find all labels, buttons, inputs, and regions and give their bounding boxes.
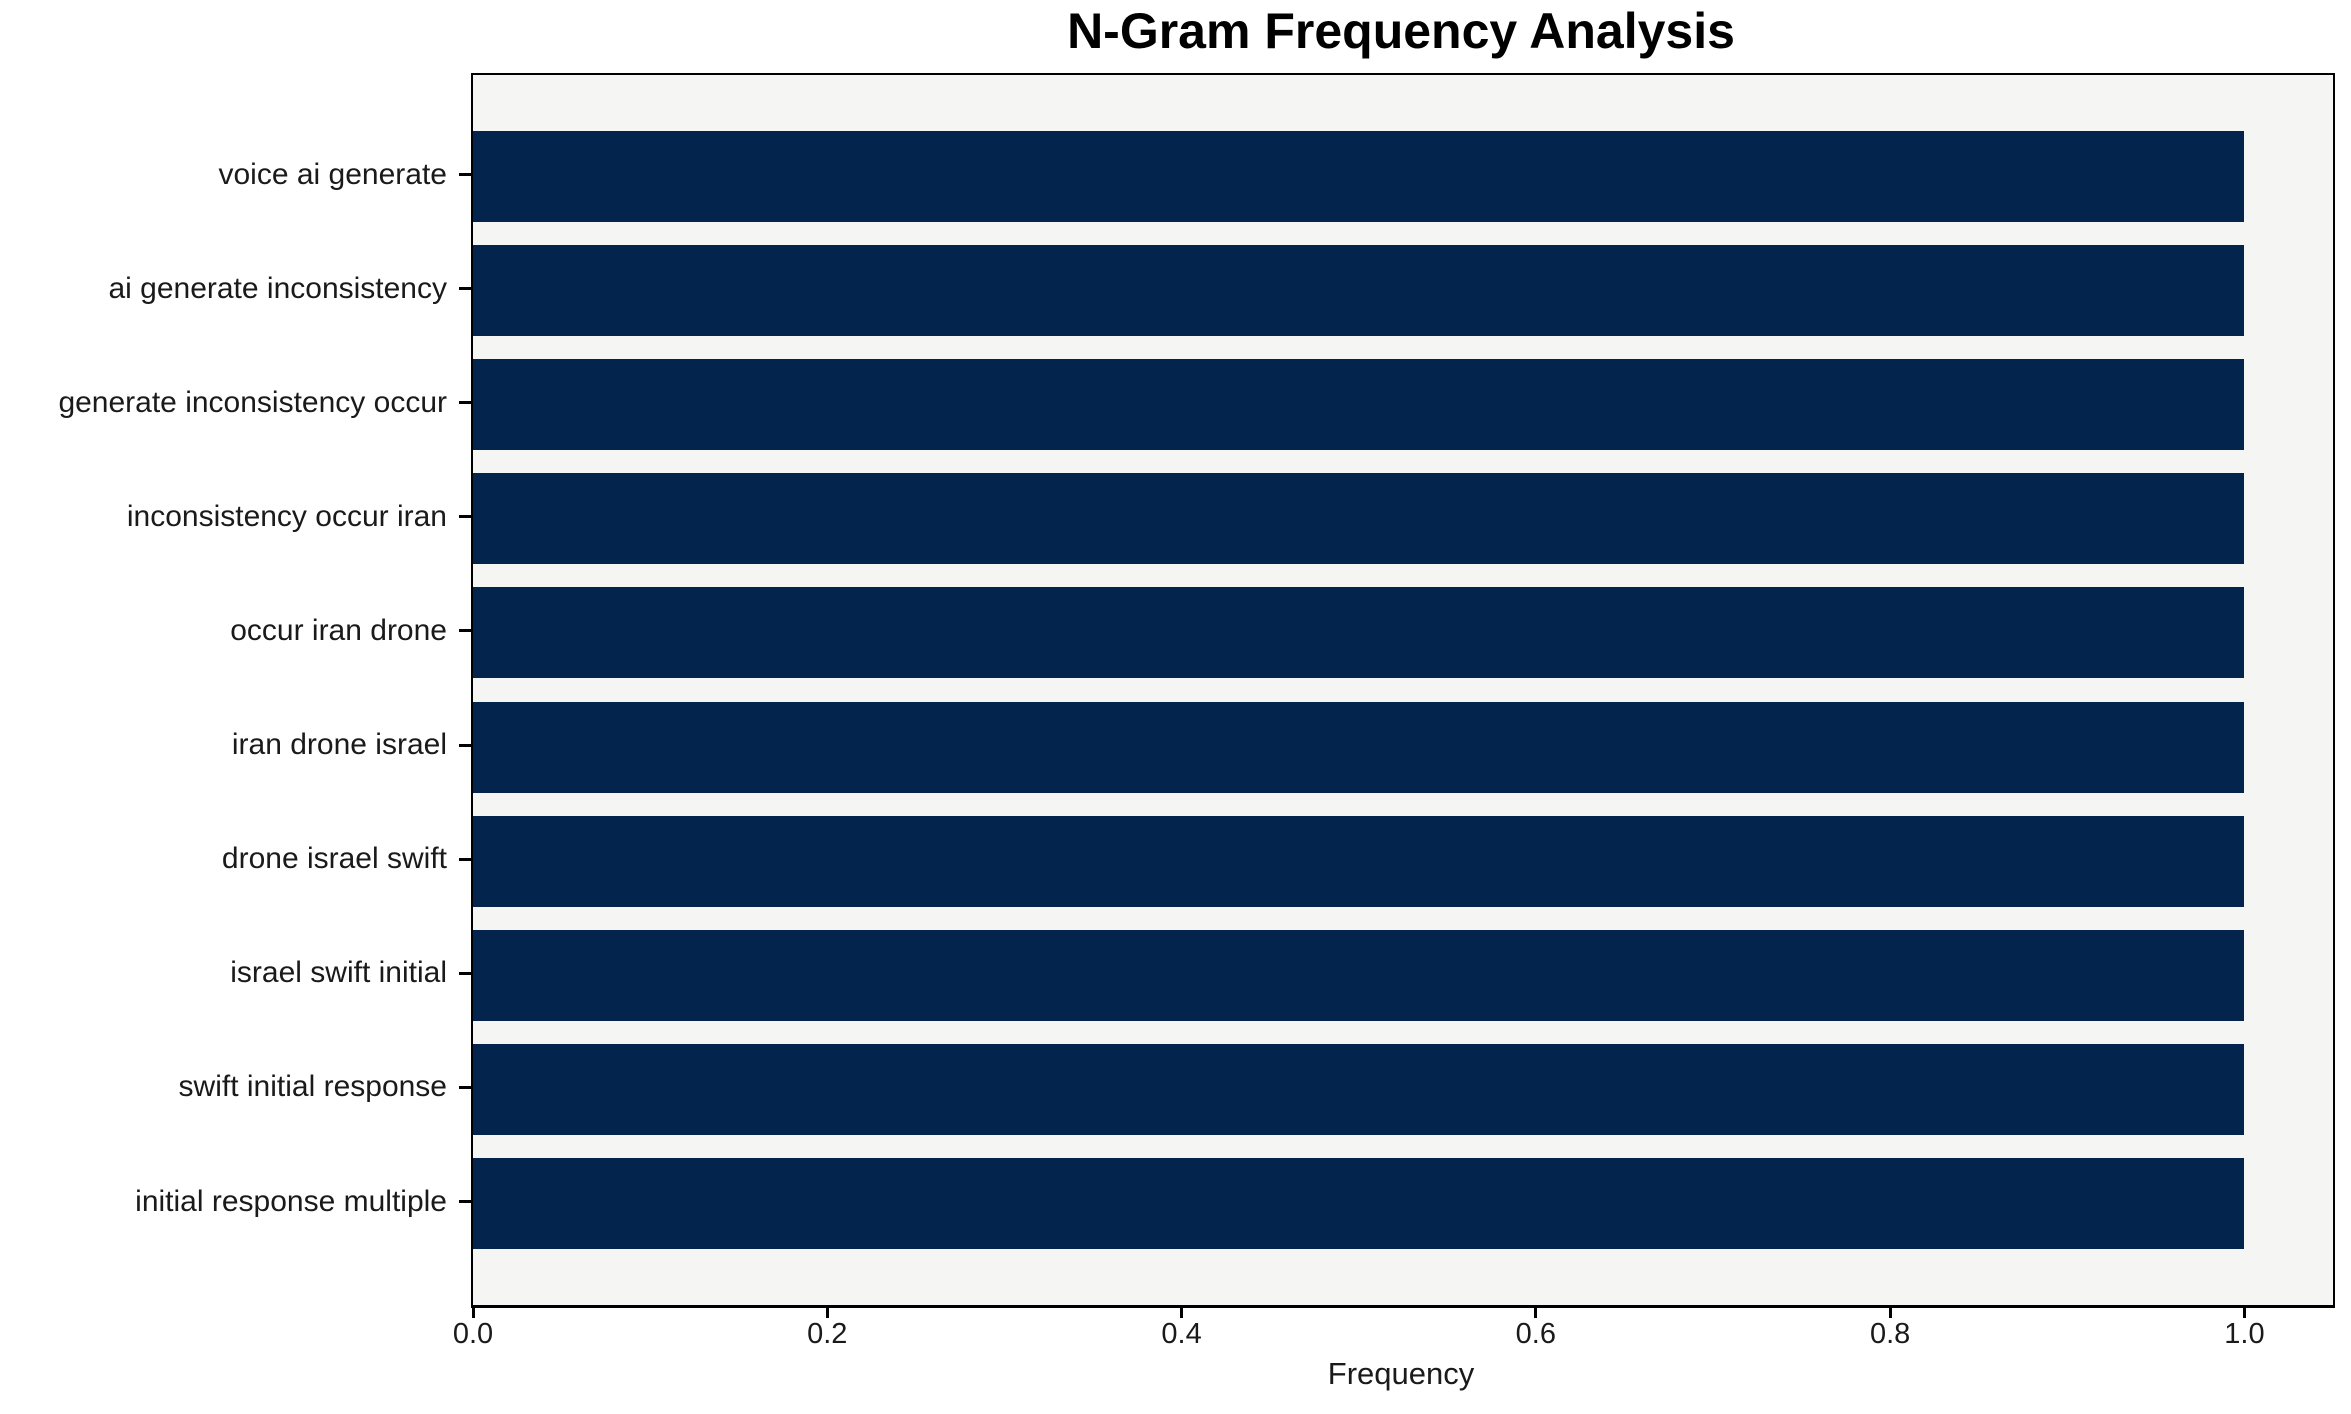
x-tick-label: 0.0	[452, 1318, 494, 1350]
x-tick	[1534, 1306, 1538, 1318]
bar	[473, 131, 2245, 222]
bar	[473, 815, 2245, 907]
y-tick-label: ai generate inconsistency	[108, 271, 447, 305]
x-tick-label: 0.2	[807, 1318, 848, 1350]
y-tick	[459, 629, 471, 633]
y-tick	[459, 401, 471, 405]
x-tick-label: 1.0	[2224, 1318, 2265, 1350]
y-tick-label: israel swift initial	[230, 956, 447, 990]
x-tick	[1888, 1306, 1892, 1318]
bar	[473, 1043, 2245, 1135]
y-tick-label: occur iran drone	[230, 613, 447, 647]
y-tick	[459, 743, 471, 747]
bar	[473, 929, 2245, 1021]
y-tick	[459, 971, 471, 975]
bar	[473, 245, 2245, 337]
bar	[473, 701, 2245, 793]
bar	[473, 587, 2245, 679]
x-tick	[471, 1306, 475, 1318]
y-tick	[459, 857, 471, 861]
y-tick-label: iran drone israel	[231, 728, 447, 762]
bar	[473, 359, 2245, 451]
x-axis-title: Frequency	[1327, 1356, 1475, 1391]
y-tick-label: swift initial response	[178, 1070, 447, 1104]
y-tick-label: initial response multiple	[135, 1184, 447, 1218]
y-tick	[459, 1085, 471, 1089]
y-tick-label: drone israel swift	[221, 842, 447, 876]
chart-title: N-Gram Frequency Analysis	[1067, 3, 1735, 59]
y-tick-label: generate inconsistency occur	[58, 385, 447, 419]
plot-area	[471, 73, 2335, 1308]
y-tick	[459, 515, 471, 519]
x-tick-label: 0.4	[1161, 1318, 1202, 1350]
x-tick-label: 0.8	[1869, 1318, 1911, 1350]
bar	[473, 1158, 2245, 1249]
bar	[473, 473, 2245, 565]
y-tick-label: voice ai generate	[218, 157, 448, 191]
x-tick	[2242, 1306, 2246, 1318]
y-tick	[459, 1200, 471, 1203]
x-tick	[1180, 1306, 1184, 1318]
y-tick	[459, 173, 471, 176]
x-tick-label: 0.6	[1515, 1318, 1557, 1350]
y-tick-label: inconsistency occur iran	[126, 499, 447, 533]
x-tick	[825, 1306, 829, 1318]
y-tick	[459, 287, 471, 291]
